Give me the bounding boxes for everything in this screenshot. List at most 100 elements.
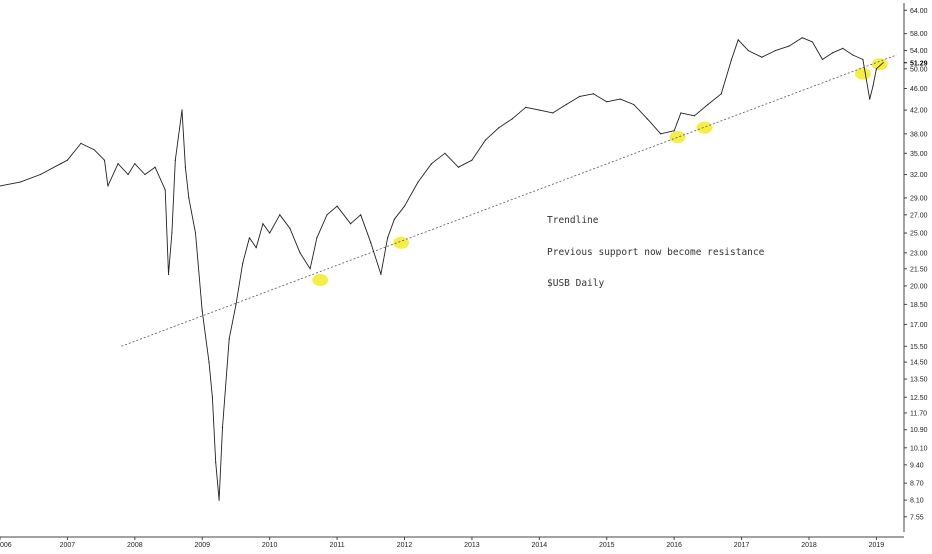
y-tick-label: 42.00: [910, 108, 928, 115]
y-tick-label: 38.00: [910, 131, 928, 138]
chart-annotation: Trendline Previous support now become re…: [547, 195, 764, 311]
price-point: [228, 338, 230, 340]
y-tick-label: 46.00: [910, 86, 928, 93]
last-price-label: 51.29: [910, 60, 928, 67]
price-point: [579, 95, 581, 98]
price-point: [184, 166, 186, 168]
price-point: [309, 268, 311, 270]
price-point: [39, 173, 42, 176]
price-point: [218, 499, 220, 501]
y-tick-label: 23.00: [910, 250, 928, 257]
price-point: [821, 58, 824, 61]
price-point: [242, 262, 244, 264]
x-tick-label: 2016: [666, 542, 682, 549]
price-point: [747, 49, 749, 52]
plot-area: [0, 37, 897, 501]
price-point: [680, 112, 682, 114]
y-tick-label: 54.00: [910, 48, 928, 55]
y-tick-label: 64.00: [910, 8, 928, 15]
price-point: [633, 103, 635, 106]
price-point: [872, 85, 874, 87]
price-point: [188, 197, 190, 199]
y-tick-label: 50.00: [910, 66, 928, 73]
price-point: [248, 237, 251, 239]
price-point: [693, 115, 695, 117]
price-point: [498, 127, 500, 129]
x-tick-label: 2017: [734, 542, 750, 549]
price-point: [646, 118, 648, 120]
price-point: [316, 237, 318, 239]
y-tick-label: 8.70: [910, 481, 924, 488]
price-point: [181, 109, 183, 111]
price-point: [538, 109, 540, 111]
price-point: [761, 56, 763, 58]
price-point: [117, 163, 119, 165]
y-tick-label: 58.00: [910, 31, 928, 38]
x-tick-label: 2010: [262, 542, 278, 549]
price-point: [103, 159, 106, 161]
price-point: [511, 118, 513, 120]
x-tick-label: 2011: [330, 542, 345, 549]
price-point: [144, 173, 146, 176]
price-point: [444, 152, 446, 154]
price-point: [60, 163, 62, 165]
price-point: [289, 227, 291, 229]
y-tick-label: 12.50: [910, 395, 928, 402]
price-point: [279, 214, 281, 216]
price-point: [154, 166, 156, 168]
y-tick-label: 35.00: [910, 151, 928, 158]
price-point: [221, 426, 224, 429]
price-point: [208, 361, 210, 363]
annotation-line-3: $USB Daily: [547, 278, 605, 289]
y-tick-label: 25.00: [910, 231, 928, 238]
y-tick-label: 14.50: [910, 360, 928, 367]
x-axis: 006 2007 2008 2009 2010 2011 2012 2013 2014 2015 2…: [0, 536, 904, 549]
price-point: [430, 163, 433, 165]
price-point: [336, 205, 338, 207]
y-tick-label: 18.50: [910, 302, 928, 309]
price-point: [201, 310, 203, 312]
y-tick-label: 21.50: [910, 266, 928, 273]
price-point: [349, 223, 352, 225]
annotation-line-1: Trendline: [547, 215, 599, 226]
price-point: [801, 37, 803, 39]
price-point: [326, 214, 328, 216]
price-point: [174, 159, 176, 161]
x-tick-label: 2014: [532, 542, 548, 549]
price-point: [484, 139, 486, 141]
price-point: [194, 232, 197, 234]
price-point: [360, 214, 362, 216]
y-tick-label: 11.70: [910, 410, 927, 417]
price-point: [831, 52, 834, 54]
price-point: [417, 181, 419, 183]
y-tick-label: 10.10: [910, 445, 928, 452]
price-point: [262, 223, 264, 225]
price-point: [80, 142, 82, 144]
y-tick-label: 17.00: [910, 322, 928, 329]
y-tick-label: 7.55: [910, 514, 924, 521]
price-point: [171, 232, 173, 234]
highlight-marker-6: [871, 58, 888, 71]
x-tick-label: 2008: [127, 542, 143, 549]
y-tick-label: 9.40: [910, 462, 924, 469]
annotation-line-2: Previous support now become resistance: [547, 246, 765, 258]
price-point: [134, 163, 136, 165]
price-point: [552, 112, 554, 114]
y-axis: 64.00 58.00 54.00 50.00 46.00 42.00 38.00 35.00…: [903, 3, 928, 532]
highlight-marker-3: [669, 130, 686, 143]
price-point: [565, 103, 567, 106]
price-point: [255, 247, 257, 249]
price-point: [842, 47, 844, 49]
x-tick-label: 2019: [869, 542, 885, 549]
y-tick-label: 13.50: [910, 377, 928, 384]
price-point: [720, 93, 722, 95]
price-point: [811, 41, 813, 43]
x-tick-label: 006: [0, 542, 12, 549]
price-point: [127, 173, 129, 176]
price-point: [737, 39, 739, 41]
highlight-marker-2: [393, 236, 410, 249]
price-point: [211, 396, 213, 398]
x-tick-label: 2012: [397, 542, 413, 549]
price-point: [606, 101, 608, 103]
